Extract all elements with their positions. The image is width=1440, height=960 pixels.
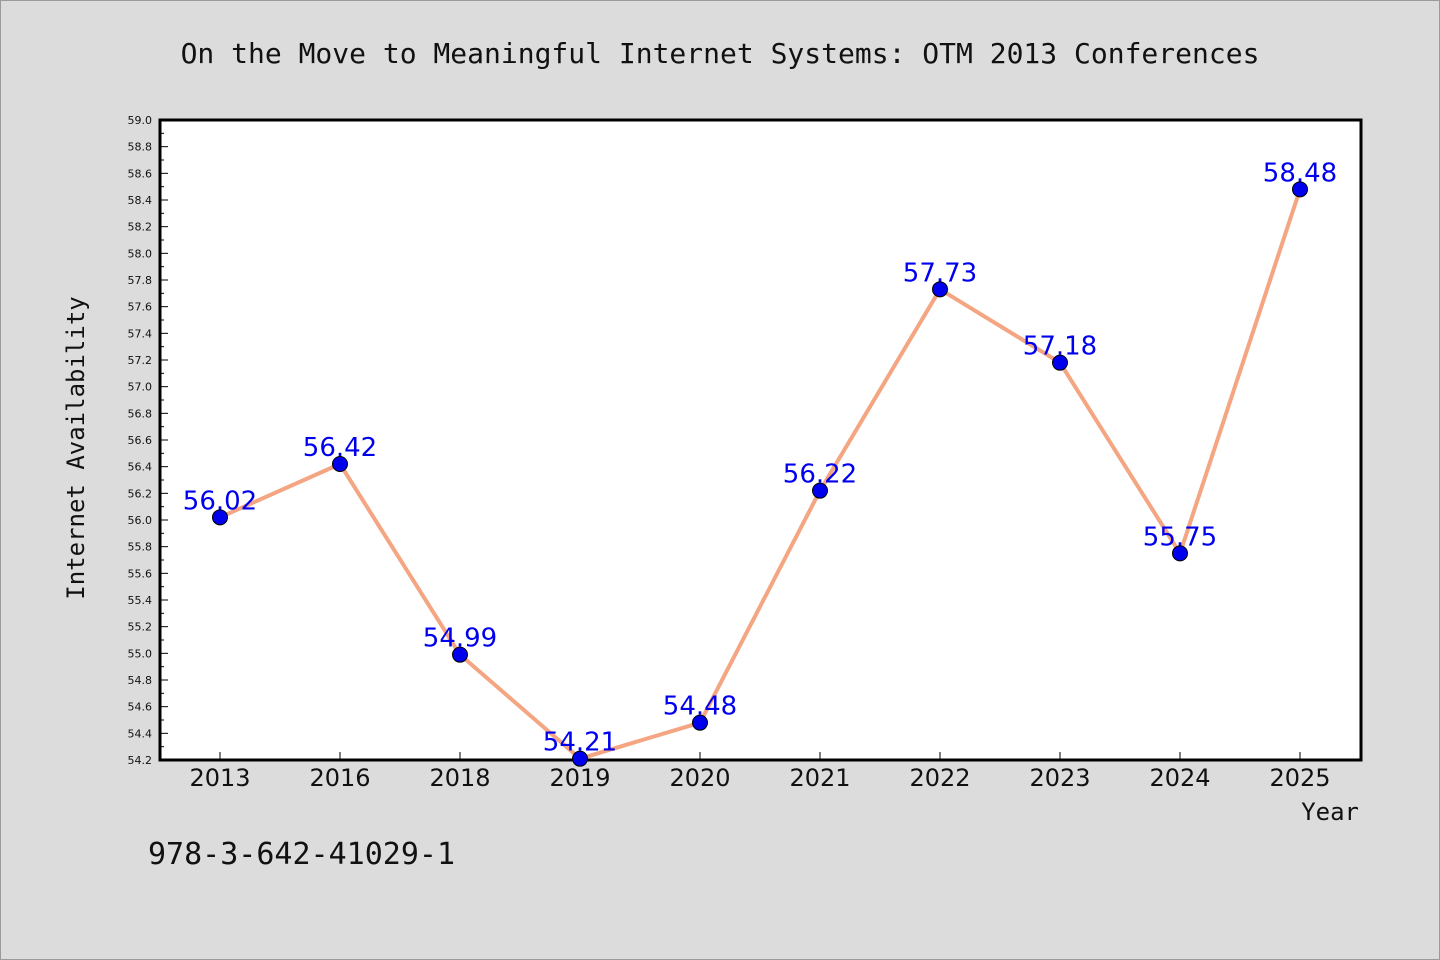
- y-tick-label: 58.4: [128, 194, 153, 207]
- data-label: 58.48: [1263, 158, 1337, 188]
- y-tick-label: 55.6: [128, 567, 153, 580]
- y-tick-label: 54.2: [128, 754, 153, 767]
- x-tick-label: 2013: [189, 764, 250, 792]
- y-tick-label: 58.0: [128, 247, 153, 260]
- data-label: 56.02: [183, 486, 257, 516]
- plot-area: [158, 118, 1363, 762]
- x-tick-label: 2021: [789, 764, 850, 792]
- data-points-layer: [212, 181, 1308, 767]
- series-line-layer: [218, 187, 1302, 761]
- x-tick-label: 2022: [909, 764, 970, 792]
- data-point: [692, 714, 708, 731]
- y-tick-label: 58.2: [128, 221, 153, 234]
- y-tick-label: 54.6: [128, 701, 153, 714]
- y-tick-label: 58.8: [128, 141, 153, 154]
- data-point: [1172, 545, 1188, 562]
- data-labels-layer: 56.02 56.42 54.99 54.21 54.48 56.22 57.73 57.18…: [183, 158, 1337, 757]
- y-tick-label: 54.8: [128, 674, 153, 687]
- y-tick-label: 57.4: [128, 327, 153, 340]
- data-label: 54.99: [423, 624, 497, 654]
- y-tick-label: 59.0: [128, 114, 153, 127]
- y-tick-label: 57.6: [128, 301, 153, 314]
- y-tick-label: 58.6: [128, 167, 153, 180]
- data-label: 57.73: [903, 258, 977, 288]
- x-tick-label: 2023: [1029, 764, 1090, 792]
- data-point: [332, 456, 348, 472]
- data-label: 56.22: [783, 460, 857, 490]
- y-tick-label: 56.4: [128, 461, 153, 474]
- y-tick-label: 56.2: [128, 487, 153, 500]
- x-tick-label: 2025: [1269, 764, 1330, 792]
- x-axis: 2013 2016 2018 2019 2020 2021 2022 2023 2024 2025: [189, 752, 1331, 792]
- y-tick-label: 56.6: [128, 434, 153, 447]
- y-tick-label: 57.2: [128, 354, 153, 367]
- isbn-footnote: 978-3-642-41029-1: [148, 837, 455, 872]
- y-axis: 54.2 54.4 54.6 54.8 55.0 55.2 55.4 55.6 55.8 56.0…: [128, 114, 168, 767]
- data-label: 57.18: [1023, 332, 1097, 362]
- x-tick-label: 2018: [429, 764, 490, 792]
- y-tick-label: 55.2: [128, 621, 153, 634]
- data-point: [812, 482, 828, 499]
- y-axis-title: Internet Availability: [62, 296, 90, 599]
- y-tick-label: 56.8: [128, 407, 153, 420]
- data-label: 54.48: [663, 692, 737, 722]
- y-tick-label: 56.0: [128, 514, 153, 527]
- y-tick-label: 57.0: [128, 381, 153, 394]
- data-point: [572, 750, 588, 767]
- data-point: [1292, 181, 1308, 198]
- y-tick-label: 57.8: [128, 274, 153, 287]
- data-label: 54.21: [543, 728, 617, 758]
- data-point: [1052, 354, 1068, 371]
- x-tick-label: 2019: [549, 764, 610, 792]
- x-tick-label: 2020: [669, 764, 730, 792]
- x-tick-label: 2016: [309, 764, 370, 792]
- y-tick-label: 55.4: [128, 594, 153, 607]
- y-tick-label: 55.8: [128, 541, 153, 554]
- data-point: [932, 281, 948, 298]
- chart-title: On the Move to Meaningful Internet Syste…: [181, 37, 1260, 70]
- data-label: 55.75: [1143, 522, 1217, 552]
- x-tick-label: 2024: [1149, 764, 1210, 792]
- x-axis-title: Year: [1301, 798, 1359, 826]
- y-tick-label: 55.0: [128, 647, 153, 660]
- y-tick-label: 54.4: [128, 727, 153, 740]
- data-label: 56.42: [303, 433, 377, 463]
- data-point: [452, 646, 468, 663]
- data-point: [212, 509, 228, 526]
- series-line: [218, 187, 1302, 761]
